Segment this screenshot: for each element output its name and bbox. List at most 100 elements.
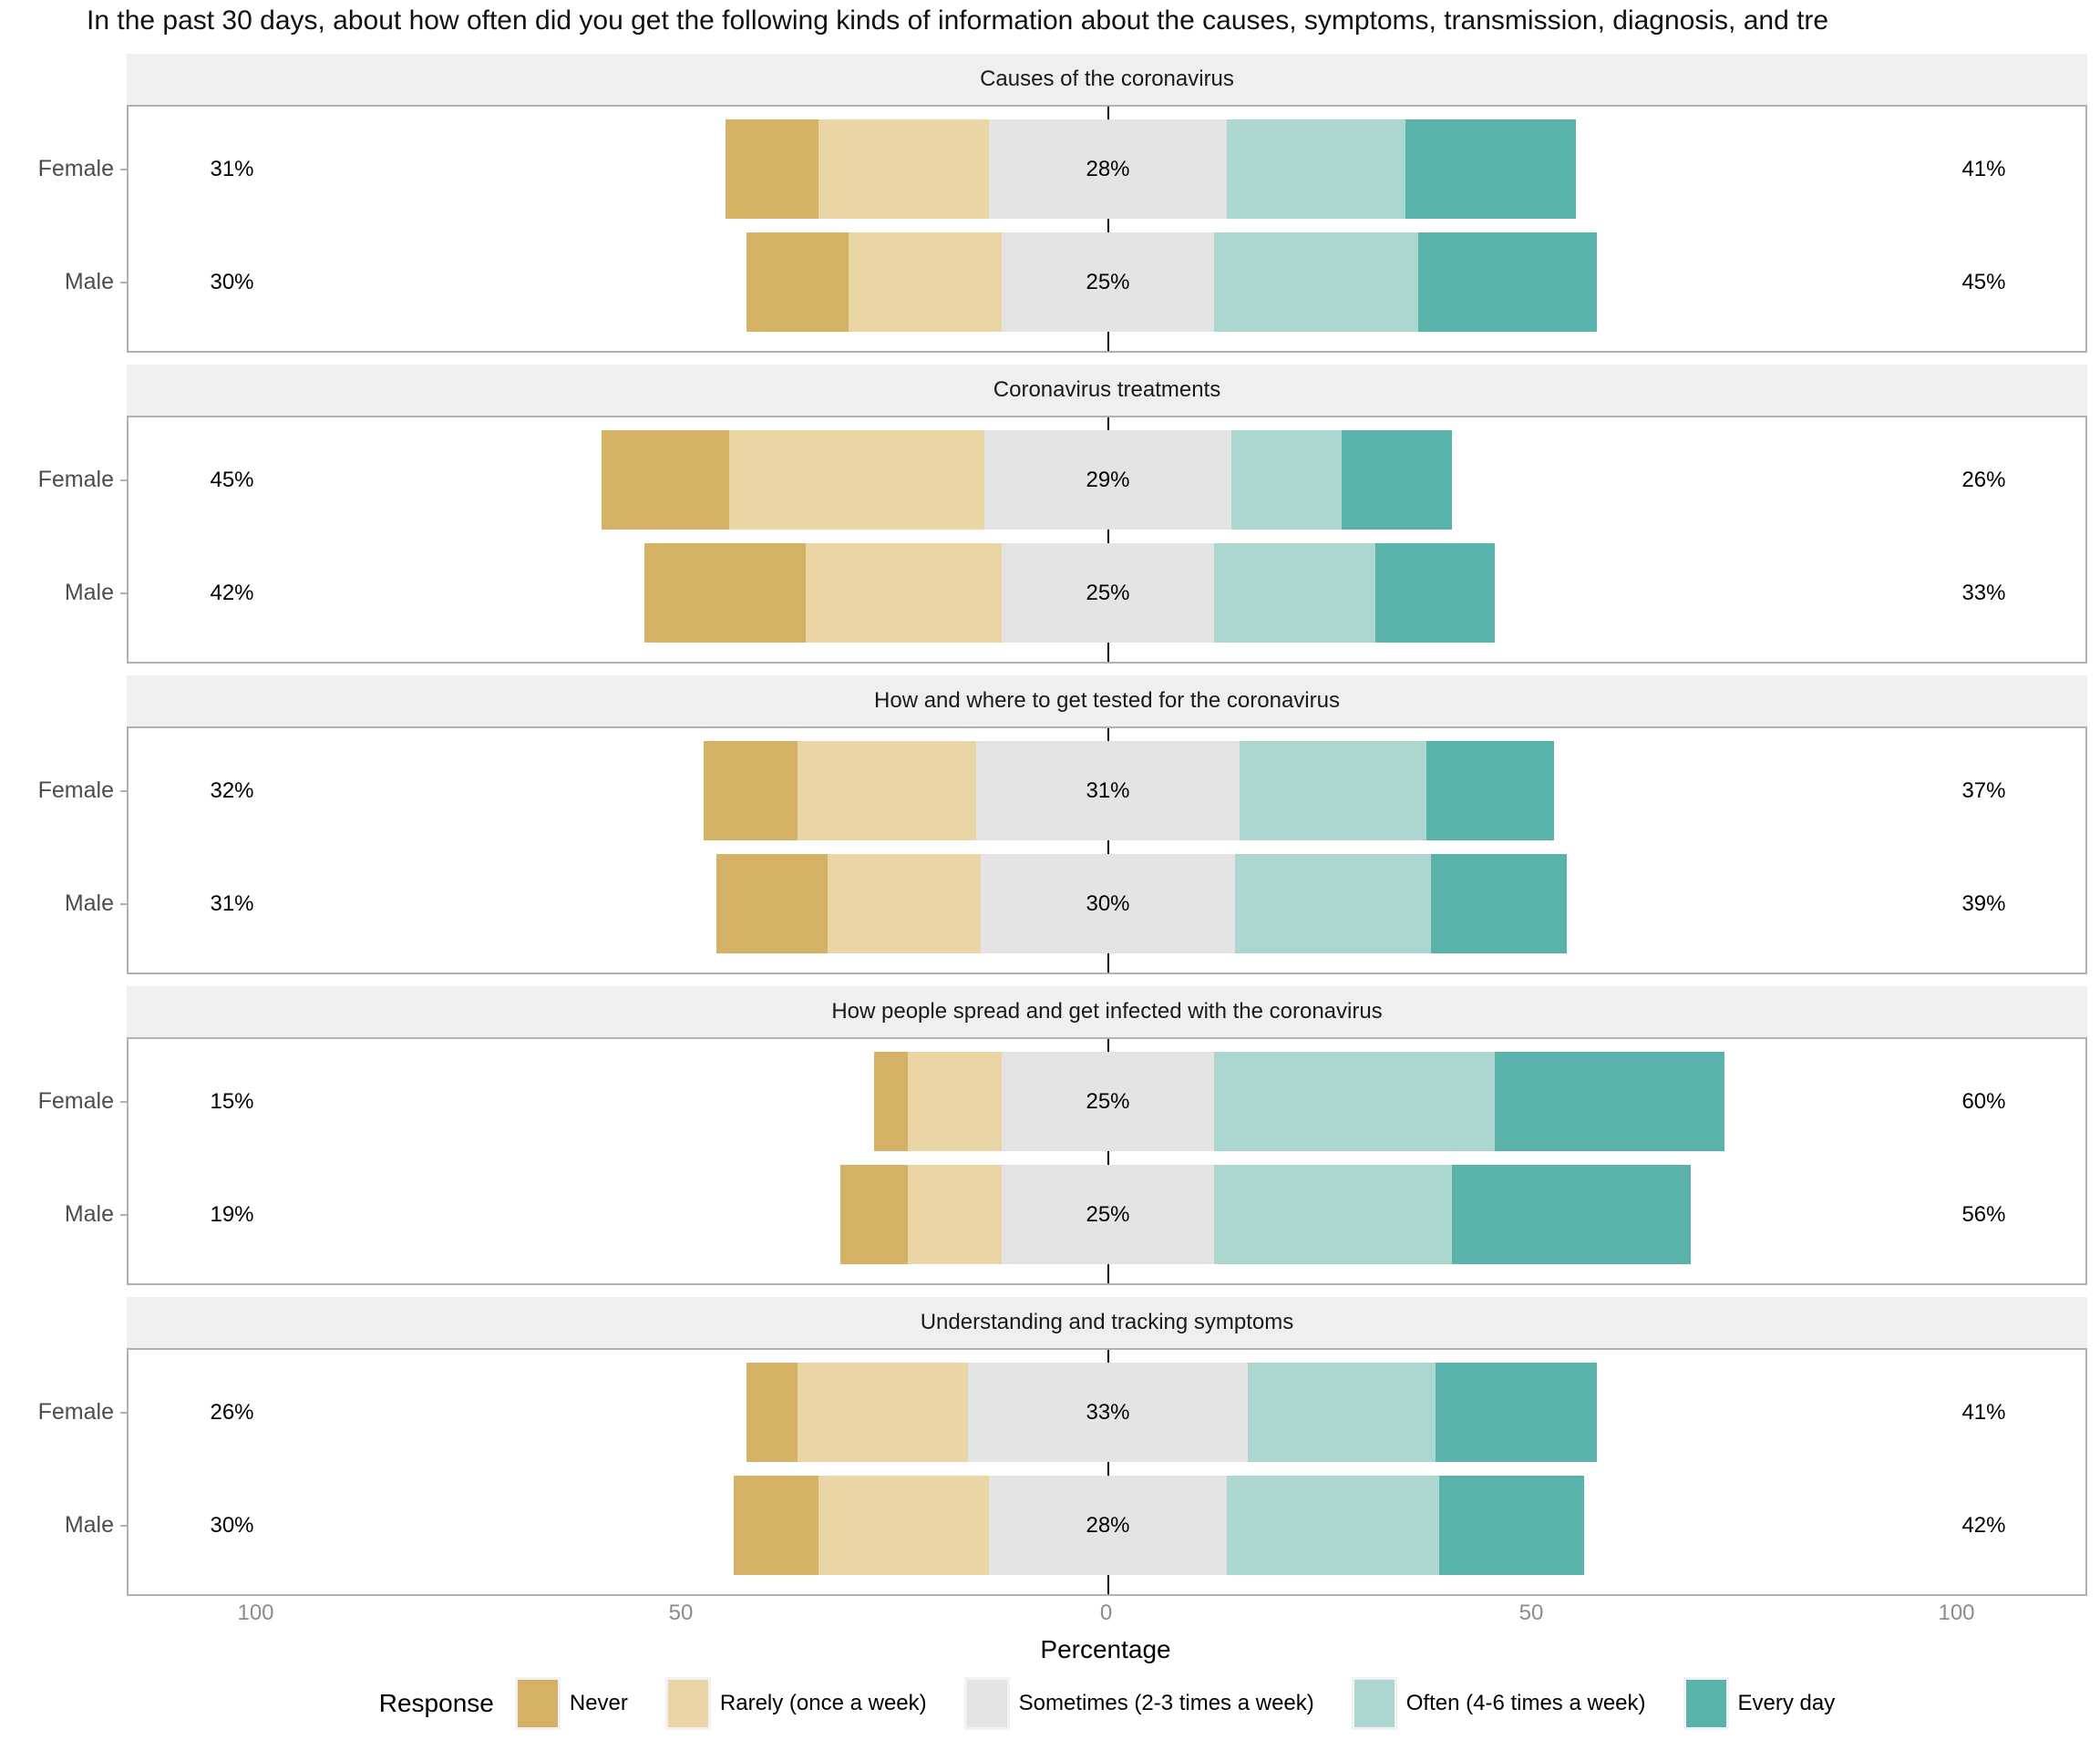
bar-segment-never (733, 1476, 819, 1575)
facet: How and where to get tested for the coro… (38, 675, 2087, 974)
group-label-male: Male (64, 580, 114, 605)
bar-segment-rarely (908, 1052, 1002, 1151)
group-label-male: Male (64, 890, 114, 916)
bar-segment-sometimes (975, 741, 1240, 840)
y-axis-tick (120, 281, 129, 283)
stacked-bar-male (746, 232, 1597, 332)
legend-item: Rarely (once a week) (664, 1677, 927, 1730)
bar-segment-rarely (818, 1476, 989, 1575)
stacked-bar-female (704, 741, 1555, 840)
stacked-bar-female (602, 430, 1453, 530)
center-value-label: 28% (1086, 156, 1130, 181)
y-axis-tick (120, 1100, 129, 1103)
legend-item: Every day (1683, 1677, 1835, 1730)
left-total-label: 15% (210, 1088, 254, 1114)
bar-segment-every (1452, 1165, 1691, 1264)
legend-title: Response (378, 1689, 494, 1717)
y-axis-tick (120, 789, 129, 792)
bar-segment-sometimes (967, 1363, 1249, 1462)
stacked-bar-male (716, 854, 1568, 953)
left-total-label: 42% (210, 580, 254, 605)
left-total-label: 32% (210, 777, 254, 803)
bar-segment-never (644, 543, 807, 643)
stacked-bar-male (733, 1476, 1584, 1575)
bar-segment-rarely (729, 430, 985, 530)
bar-segment-often (1214, 543, 1376, 643)
y-axis-tick (120, 479, 129, 481)
left-total-label: 31% (210, 156, 254, 181)
bar-segment-rarely (806, 543, 1002, 643)
bar-segment-often (1240, 741, 1427, 840)
bar-segment-sometimes (1001, 543, 1215, 643)
facet: Causes of the coronavirus Female 31% 28% 41%… (38, 54, 2087, 353)
bar-segment-every (1439, 1476, 1584, 1575)
y-axis-tick (120, 1411, 129, 1414)
stacked-bar-female (746, 1363, 1597, 1462)
legend-item: Sometimes (2-3 times a week) (963, 1677, 1314, 1730)
center-value-label: 31% (1086, 777, 1130, 803)
zero-reference-line (1107, 728, 1109, 973)
right-total-label: 33% (1961, 580, 2006, 605)
bar-segment-every (1494, 1052, 1724, 1151)
bar-segment-sometimes (1001, 1052, 1215, 1151)
facet-panel: Female 32% 31% 37% Male 31% 30% 39% (38, 726, 2087, 974)
group-label-female: Female (37, 777, 114, 803)
facet-strip: Coronavirus treatments (127, 365, 2087, 416)
center-value-label: 25% (1086, 269, 1130, 294)
center-value-label: 25% (1086, 1088, 1130, 1114)
facet: Coronavirus treatments Female 45% 29% 26% Mal… (38, 365, 2087, 664)
legend-label: Often (4-6 times a week) (1405, 1691, 1646, 1715)
legend-swatch (514, 1677, 561, 1730)
bar-segment-sometimes (988, 1476, 1228, 1575)
bar-segment-rarely (908, 1165, 1002, 1264)
group-label-male: Male (64, 1512, 114, 1538)
facet-panel: Female 45% 29% 26% Male 42% 25% 33% (38, 416, 2087, 664)
facet-panel: Female 26% 33% 41% Male 30% 28% 42% (38, 1348, 2087, 1596)
bar-segment-rarely (818, 119, 989, 219)
bar-segment-sometimes (980, 854, 1236, 953)
center-value-label: 25% (1086, 580, 1130, 605)
bar-segment-never (725, 119, 819, 219)
group-label-female: Female (37, 1399, 114, 1425)
facet-title: How and where to get tested for the coro… (874, 688, 1340, 713)
facet-strip: How and where to get tested for the coro… (127, 675, 2087, 726)
bar-segment-every (1435, 1363, 1597, 1462)
bar-segment-often (1227, 1476, 1440, 1575)
legend-item: Never (514, 1677, 628, 1730)
facet: Understanding and tracking symptoms Femal… (38, 1297, 2087, 1596)
bar-segment-sometimes (1001, 1165, 1215, 1264)
center-value-label: 25% (1086, 1201, 1130, 1227)
bar-segment-every (1431, 854, 1568, 953)
bar-segment-rarely (827, 854, 981, 953)
bar-segment-sometimes (988, 119, 1228, 219)
facet-title: Causes of the coronavirus (980, 67, 1234, 91)
legend-swatch (664, 1677, 711, 1730)
group-label-female: Female (37, 1088, 114, 1114)
left-total-label: 30% (210, 269, 254, 294)
legend-items: Never Rarely (once a week) Sometimes (2-3 … (514, 1677, 1835, 1730)
right-total-label: 41% (1961, 1399, 2006, 1425)
bar-segment-often (1227, 119, 1406, 219)
zero-reference-line (1107, 107, 1109, 351)
right-total-label: 37% (1961, 777, 2006, 803)
stacked-bar-female (873, 1052, 1724, 1151)
x-tick-label: 100 (237, 1601, 274, 1625)
bar-segment-sometimes (1001, 232, 1215, 332)
facet-strip: How people spread and get infected with … (127, 986, 2087, 1037)
zero-reference-line (1107, 1039, 1109, 1283)
group-label-female: Female (37, 156, 114, 181)
group-label-female: Female (37, 467, 114, 492)
right-total-label: 42% (1961, 1512, 2006, 1538)
facet-title: Understanding and tracking symptoms (920, 1310, 1294, 1334)
bar-segment-never (873, 1052, 909, 1151)
y-axis-tick (120, 1213, 129, 1216)
y-axis-tick (120, 168, 129, 170)
x-tick-label: 0 (1099, 1601, 1113, 1625)
legend-swatch (1351, 1677, 1397, 1730)
bar-segment-often (1214, 232, 1419, 332)
legend-label: Rarely (once a week) (719, 1691, 927, 1715)
facet-strip: Understanding and tracking symptoms (127, 1297, 2087, 1348)
bar-segment-every (1426, 741, 1555, 840)
facet-panel: Female 31% 28% 41% Male 30% 25% 45% (38, 105, 2087, 353)
right-total-label: 45% (1961, 269, 2006, 294)
